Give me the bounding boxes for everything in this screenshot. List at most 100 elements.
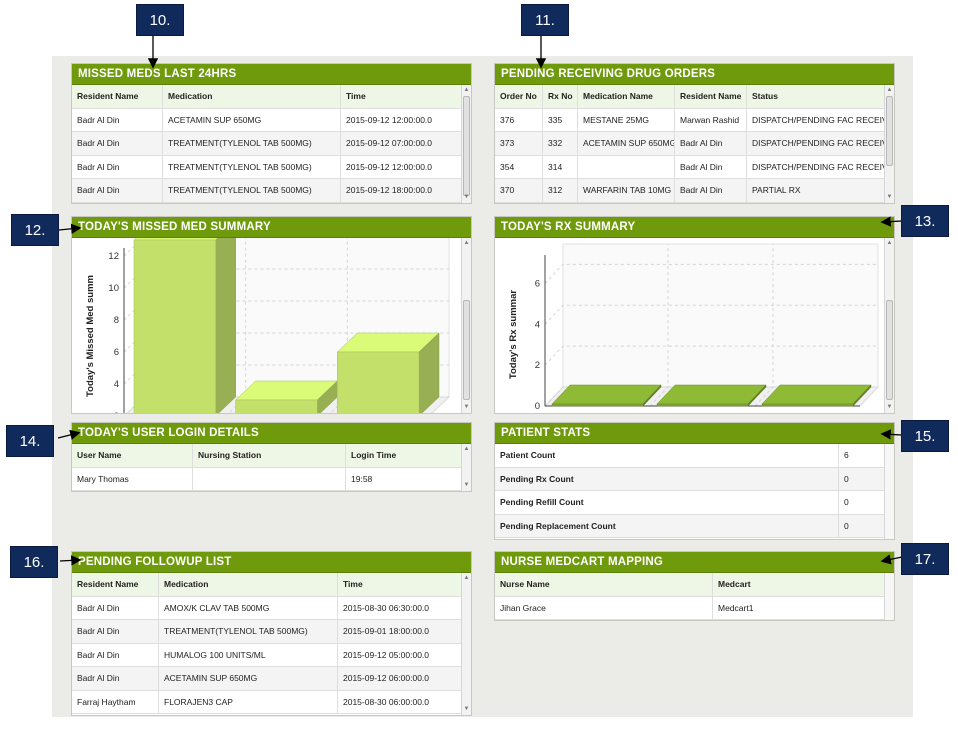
scroll-down-icon[interactable]: ▼ [463,706,470,712]
table-row[interactable]: Badr Al Din TREATMENT(TYLENOL TAB 500MG) 2… [72,179,461,203]
table-row-cell [193,467,346,490]
table-header[interactable]: Order No Rx No Medication Name Resident Nam… [495,85,884,109]
table-row[interactable]: Badr Al Din AMOX/K CLAV TAB 500MG 2015-08-… [72,596,461,620]
scroll-up-icon[interactable]: ▲ [886,87,893,93]
table-row-cell: PARTIAL RX [752,185,801,195]
bar-top [656,384,767,405]
scroll-down-icon[interactable]: ▼ [463,482,470,488]
gridline [228,238,247,413]
scroll-thumb[interactable] [463,96,470,196]
table-header-cell: Medication Name [578,85,675,108]
table-header[interactable]: Nurse Name Medcart [495,573,884,597]
medcart-title: NURSE MEDCART MAPPING [495,552,894,573]
scroll-up-icon[interactable]: ▲ [463,240,470,246]
scroll-up-icon[interactable]: ▲ [886,240,893,246]
table-row-cell: MESTANE 25MG [578,108,675,131]
table-row[interactable]: Badr Al Din ACETAMIN SUP 650MG 2015-09-12 … [72,108,461,132]
table-row-cell: 2015-09-12 05:00:00.0 [343,649,430,660]
scroll-down-icon[interactable]: ▼ [886,404,893,410]
table-row[interactable]: Badr Al Din TREATMENT(TYLENOL TAB 500MG) 2… [72,620,461,644]
pending-orders-scrollbar[interactable]: ▲ ▼ [884,85,894,203]
y-tick-label: 0 [535,401,540,412]
gridline [329,238,348,413]
bar[interactable] [133,239,216,414]
missed-summary-chart: 24681012Today's Missed Med summMedicatio… [85,238,451,414]
table-row-cell [578,155,675,178]
missed-meds-title: MISSED MEDS LAST 24HRS [72,64,471,85]
table-header-cell: Rx No [543,85,578,108]
missed-meds-scrollbar[interactable]: ▲ ▼ [461,85,471,203]
y-tick-label: 6 [114,347,119,358]
scroll-down-icon[interactable]: ▼ [886,194,893,200]
table-header-cell: Medication [163,85,341,108]
table-row[interactable]: Jihan Grace Medcart1 [495,596,884,620]
table-row-cell: Badr Al Din [72,596,159,619]
stat-row[interactable]: Pending Rx Count 0 [495,467,884,491]
followup-panel: PENDING FOLLOWUP LIST Resident Name Medic… [71,551,472,716]
table-header-cell: Medication [159,573,338,596]
bar[interactable] [656,403,749,407]
table-row[interactable]: 376 335 MESTANE 25MG Marwan Rashid DISPATCH/… [495,108,884,132]
medcart-scrollbar[interactable] [884,573,894,620]
table-header-cell: Time [346,91,366,101]
table-row[interactable]: Badr Al Din TREATMENT(TYLENOL TAB 500MG) 2… [72,132,461,156]
user-login-scrollbar[interactable]: ▲ ▼ [461,444,471,491]
table-row-cell: Jihan Grace [495,596,713,619]
table-header[interactable]: Resident Name Medication Time [72,573,461,597]
table-row[interactable]: 373 332 ACETAMIN SUP 650MG Badr Al Din DISPA… [495,132,884,156]
stat-row[interactable]: Patient Count 6 [495,444,884,468]
scroll-up-icon[interactable]: ▲ [463,575,470,581]
scroll-thumb[interactable] [886,300,893,400]
stat-row-cell: 6 [844,450,849,460]
table-row-cell: Mary Thomas [72,467,193,490]
missed-summary-scrollbar[interactable]: ▲ ▼ [461,238,471,413]
scroll-up-icon[interactable]: ▲ [463,87,470,93]
pending-orders-title: PENDING RECEIVING DRUG ORDERS [495,64,894,85]
table-row-cell: 2015-09-12 12:00:00.0 [346,114,433,125]
y-axis-label: Today's Missed Med summ [85,275,96,397]
table-row[interactable]: 370 312 WARFARIN TAB 10MG Badr Al Din PARTIA… [495,179,884,203]
rx-summary-title: TODAY'S RX SUMMARY [495,217,894,238]
table-header[interactable]: User Name Nursing Station Login Time [72,444,461,468]
missed-summary-title: TODAY'S MISSED MED SUMMARY [72,217,471,238]
table-header-cell: Medcart [718,579,751,589]
scroll-down-icon[interactable]: ▼ [463,404,470,410]
stat-row-cell: 0 [844,473,849,484]
callout-14: 14. [6,425,54,457]
stat-row-cell: Patient Count [495,444,839,467]
gridline [649,244,669,407]
gridline [123,268,449,289]
rx-summary-scrollbar[interactable]: ▲ ▼ [884,238,894,413]
table-row-cell: 370 [495,179,543,202]
table-row[interactable]: Badr Al Din HUMALOG 100 UNITS/ML 2015-09-1… [72,643,461,667]
callout-12: 12. [11,214,59,246]
bar[interactable] [551,403,644,407]
scroll-thumb[interactable] [463,300,470,400]
table-row[interactable]: Badr Al Din TREATMENT(TYLENOL TAB 500MG) 2… [72,155,461,179]
table-header-cell: Resident Name [72,573,159,596]
followup-scrollbar[interactable]: ▲ ▼ [461,573,471,715]
scroll-down-icon[interactable]: ▼ [463,194,470,200]
bar[interactable] [337,351,420,414]
bar[interactable] [761,403,854,407]
table-header[interactable]: Resident Name Medication Time [72,85,461,109]
table-row[interactable]: Farraj Haytham FLORAJEN3 CAP 2015-08-30 06… [72,690,461,714]
stat-row[interactable]: Pending Refill Count 0 [495,491,884,515]
stat-row[interactable]: Pending Replacement Count 0 [495,514,884,538]
user-login-panel: TODAY'S USER LOGIN DETAILS User Name Nurs… [71,422,472,492]
y-axis-label: Today's Rx summar [508,290,519,380]
scroll-up-icon[interactable]: ▲ [463,446,470,452]
table-row[interactable]: Badr Al Din ACETAMIN SUP 650MG 2015-09-12 … [72,667,461,691]
table-header-cell: Time [343,579,363,589]
table-row[interactable]: 354 314 Badr Al Din DISPATCH/PENDING FAC RE… [495,155,884,179]
table-row-cell: 354 [495,155,543,178]
table-row-cell: AMOX/K CLAV TAB 500MG [159,596,338,619]
followup-title: PENDING FOLLOWUP LIST [72,552,471,573]
bar[interactable] [235,399,318,414]
patient-stats-scrollbar[interactable] [884,444,894,539]
patient-stats-table: Patient Count 6 Pending Rx Count 0 Pending R… [495,444,884,538]
table-row[interactable]: Mary Thomas 19:58 [72,467,461,491]
scroll-thumb[interactable] [886,96,893,166]
